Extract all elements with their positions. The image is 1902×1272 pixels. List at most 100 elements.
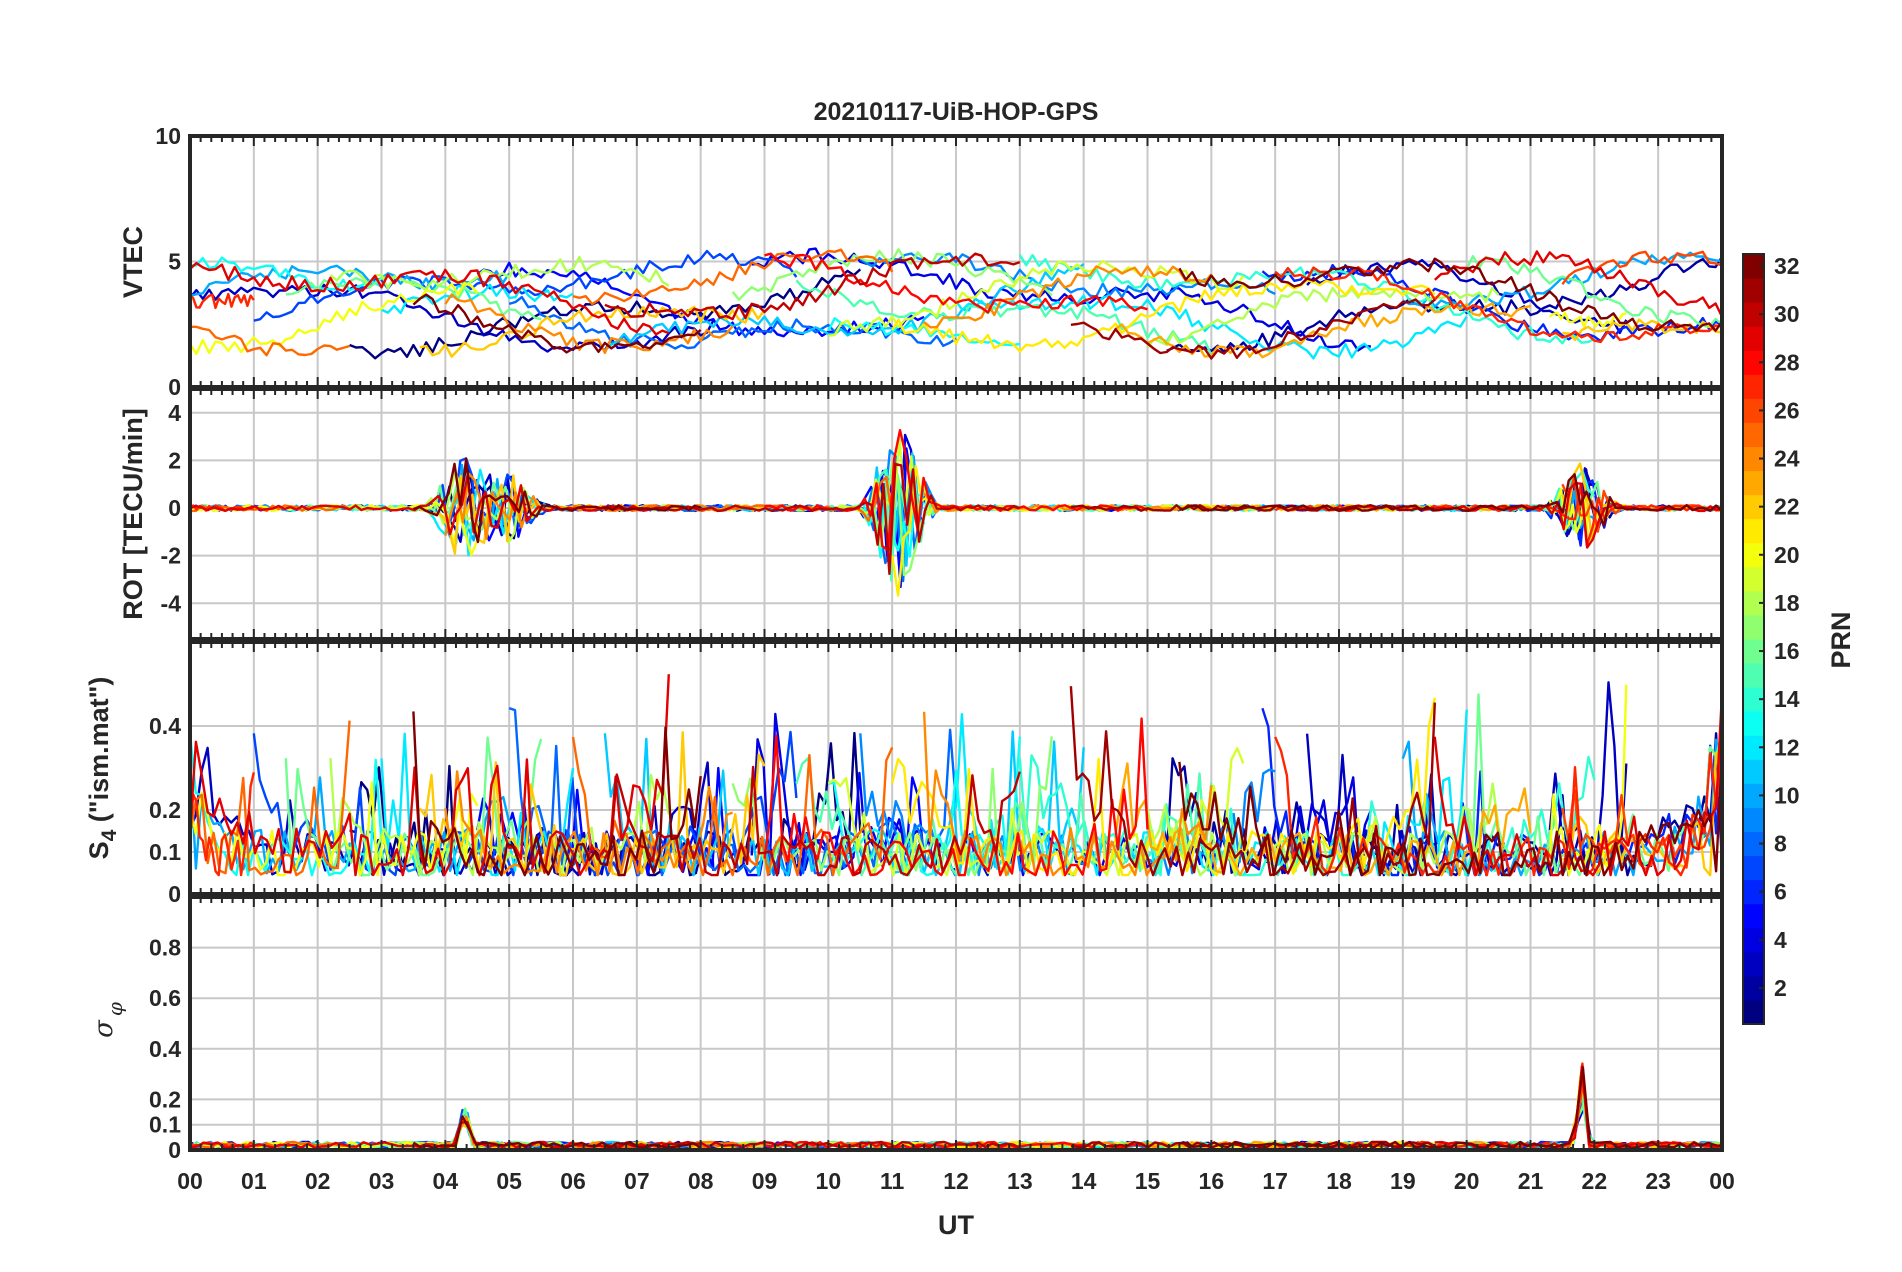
vtec-series-prn-25	[572, 248, 894, 306]
vtec-series-prn-20	[1548, 311, 1627, 328]
colorbar-tick-label: 2	[1774, 975, 1787, 1001]
vtec-series-prn-32	[412, 293, 702, 354]
rot-series-prn-25	[572, 475, 894, 522]
s4-series-prn-30	[603, 765, 1021, 877]
vtec-series-prn-24	[444, 293, 734, 355]
colorbar-band-19	[1743, 566, 1764, 592]
colorbar-band-27	[1743, 374, 1764, 399]
s4-series-prn-29	[190, 674, 670, 877]
vtec-series-prn-15	[795, 279, 1213, 356]
s4-ytick-label: 0.1	[149, 839, 181, 865]
x-tick-label: 15	[1135, 1168, 1161, 1194]
colorbar-tick-label: 18	[1774, 590, 1800, 616]
colorbar-tick-label: 30	[1774, 301, 1800, 327]
panel-vtec: 0 5 10 VTEC	[118, 123, 1724, 400]
vtec-series-prn-27	[190, 292, 255, 310]
vtec-series-prn-18	[1146, 286, 1500, 349]
colorbar-tick-label: 4	[1774, 927, 1787, 953]
vtec-series-prn-29	[190, 261, 670, 336]
colorbar-band-4	[1743, 927, 1764, 953]
s4-ylabel-main: S	[84, 841, 114, 859]
x-tick-label: 16	[1199, 1168, 1225, 1194]
colorbar-band-21	[1743, 518, 1764, 544]
s4-series	[190, 674, 1722, 877]
sigma_phi-series-prn-32	[412, 1115, 702, 1150]
rot-series-prn-21	[891, 464, 1436, 597]
colorbar-band-3	[1743, 951, 1764, 977]
vtec-series-prn-26	[1561, 250, 1722, 286]
colorbar-tick-label: 22	[1774, 494, 1800, 520]
colorbar-band-23	[1743, 470, 1764, 496]
colorbar-band-15	[1743, 663, 1764, 688]
s4-ylabel-sub: 4	[98, 829, 121, 841]
sigma_phi-series-prn-10	[1402, 1082, 1722, 1150]
s4-series-prn-32	[412, 711, 702, 877]
colorbar-tick-label: 14	[1774, 686, 1800, 712]
colorbar-band-8	[1743, 831, 1764, 857]
vtec-series-prn-23	[1114, 302, 1531, 359]
x-tick-label: 14	[1071, 1168, 1097, 1194]
rot-ylabel: ROT [TECU/min]	[118, 408, 148, 619]
colorbar-tick-label: 26	[1774, 397, 1800, 423]
x-tick-label: 07	[624, 1168, 650, 1194]
colorbar-tick-label: 32	[1774, 253, 1800, 279]
rot-series-prn-27	[1274, 482, 1722, 547]
colorbar-band-6	[1743, 879, 1764, 905]
vtec-ytick-label: 0	[168, 374, 181, 400]
colorbar-gradient	[1743, 254, 1764, 1025]
colorbar-band-5	[1743, 903, 1764, 929]
sigma-phi-ytick-labels: 00.10.2 0.4 0.6 0.8	[149, 935, 181, 1163]
vtec-ytick-label: 10	[155, 123, 181, 149]
s4-series-prn-28	[763, 717, 1149, 877]
colorbar-tick-label: 6	[1774, 879, 1787, 905]
rot-series-prn-6	[1261, 479, 1722, 547]
vtec-series-prn-16	[1465, 255, 1722, 329]
sigma_phi-series-prn-6	[1261, 1091, 1722, 1150]
colorbar-tick-label: 16	[1774, 638, 1800, 664]
vtec-series-prn-13	[190, 256, 383, 292]
s4-ytick-label: 0	[168, 881, 181, 907]
colorbar-band-7	[1743, 855, 1764, 881]
colorbar-tick-label: 10	[1774, 782, 1800, 808]
colorbar-band-12	[1743, 735, 1764, 760]
colorbar-frame	[1742, 253, 1765, 1025]
sigma_phi-ytick-label: 0.2	[149, 1086, 181, 1112]
colorbar-band-14	[1743, 687, 1764, 712]
vtec-series-prn-18	[329, 255, 670, 291]
s4-series-prn-10	[190, 758, 511, 877]
colorbar-tick-label: 20	[1774, 542, 1800, 568]
x-tick-label: 19	[1390, 1168, 1416, 1194]
chart-title: 20210117-UiB-HOP-GPS	[814, 98, 1099, 126]
x-tick-label: 03	[369, 1168, 395, 1194]
s4-ytick-label: 0.4	[149, 713, 181, 739]
x-tick-label: 04	[433, 1168, 459, 1194]
x-tick-label: 00	[177, 1168, 203, 1194]
x-tick-label: 10	[816, 1168, 842, 1194]
sigma_phi-ytick-label: 0.1	[149, 1112, 181, 1138]
x-tick-label: 08	[688, 1168, 714, 1194]
vtec-ytick-label: 5	[168, 249, 181, 275]
vtec-series-prn-31	[1070, 298, 1436, 360]
colorbar-band-13	[1743, 711, 1764, 736]
sigma-phi-ylabel-sub: φ	[103, 1002, 127, 1016]
x-axis-label: UT	[938, 1210, 974, 1240]
rot-ytick-label: -2	[161, 543, 181, 569]
colorbar-band-1	[1743, 999, 1764, 1025]
s4-series-prn-22	[1562, 751, 1722, 877]
rot-series-prn-32	[1179, 473, 1722, 527]
rot-series-prn-29	[190, 472, 670, 536]
x-tick-label: 00	[1709, 1168, 1735, 1194]
x-tick-label: 02	[305, 1168, 331, 1194]
vtec-series-prn-25	[190, 325, 350, 357]
colorbar-band-9	[1743, 807, 1764, 832]
x-tick-label: 01	[241, 1168, 267, 1194]
vtec-series-prn-21	[891, 279, 1436, 353]
rot-series-prn-2	[1166, 468, 1722, 536]
x-tick-label: 12	[943, 1168, 969, 1194]
rot-series-prn-32	[412, 457, 701, 544]
vtec-series-prn-27	[1274, 266, 1722, 344]
x-tick-label: 09	[752, 1168, 778, 1194]
vtec-series-prn-2	[1166, 256, 1722, 353]
